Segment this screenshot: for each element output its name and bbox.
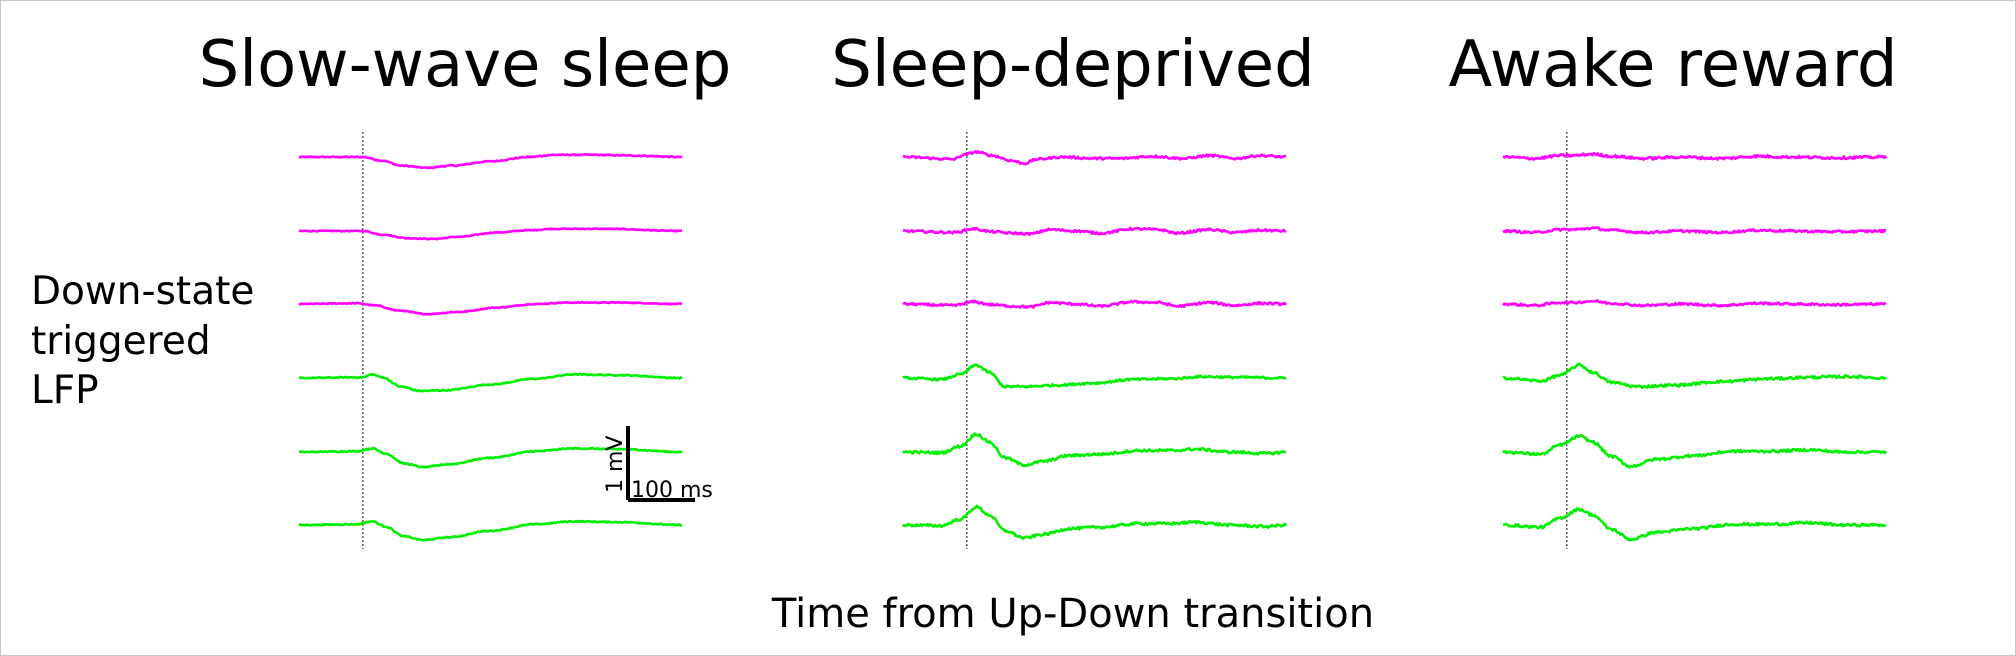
panel-3: Awake reward [1449, 28, 1898, 549]
lfp-trace-channel-5 [299, 446, 683, 469]
scale-bar-horizontal-label: 100 ms [631, 478, 713, 503]
panel-title: Sleep-deprived [831, 28, 1314, 102]
lfp-trace-channel-1 [298, 153, 683, 170]
scale-bar-vertical-label: 1 mV [603, 436, 628, 493]
panel-1: Slow-wave sleep [199, 28, 732, 549]
y-label-line-3: LFP [31, 368, 99, 413]
lfp-trace-channel-6 [298, 519, 683, 542]
panel-title: Awake reward [1449, 28, 1898, 102]
lfp-trace-channel-4 [902, 363, 1287, 389]
panel-2: Sleep-deprived [831, 28, 1315, 549]
y-label-line-1: Down-state [31, 269, 254, 314]
lfp-trace-channel-3 [902, 299, 1288, 309]
lfp-trace-channel-6 [902, 504, 1288, 540]
lfp-trace-channel-6 [1502, 507, 1887, 542]
lfp-trace-channel-3 [1502, 299, 1887, 308]
lfp-trace-channel-2 [903, 226, 1287, 237]
lfp-trace-channel-3 [298, 300, 683, 316]
x-axis-label: Time from Up-Down transition [771, 591, 1374, 637]
panels-group: Slow-wave sleep Sleep-deprived Awake rewar… [199, 28, 1898, 549]
lfp-trace-channel-5 [1502, 433, 1888, 469]
lfp-trace-channel-1 [1502, 152, 1888, 161]
y-label-line-2: triggered [31, 319, 211, 364]
lfp-trace-channel-5 [902, 432, 1287, 468]
lfp-trace-channel-1 [902, 149, 1287, 166]
lfp-trace-channel-2 [1502, 226, 1887, 235]
lfp-trace-channel-2 [298, 227, 683, 241]
lfp-trace-channel-4 [1502, 362, 1887, 389]
lfp-trace-channel-4 [298, 372, 683, 393]
scale-bar: 1 mV 100 ms [603, 426, 713, 503]
panel-title: Slow-wave sleep [199, 28, 732, 102]
